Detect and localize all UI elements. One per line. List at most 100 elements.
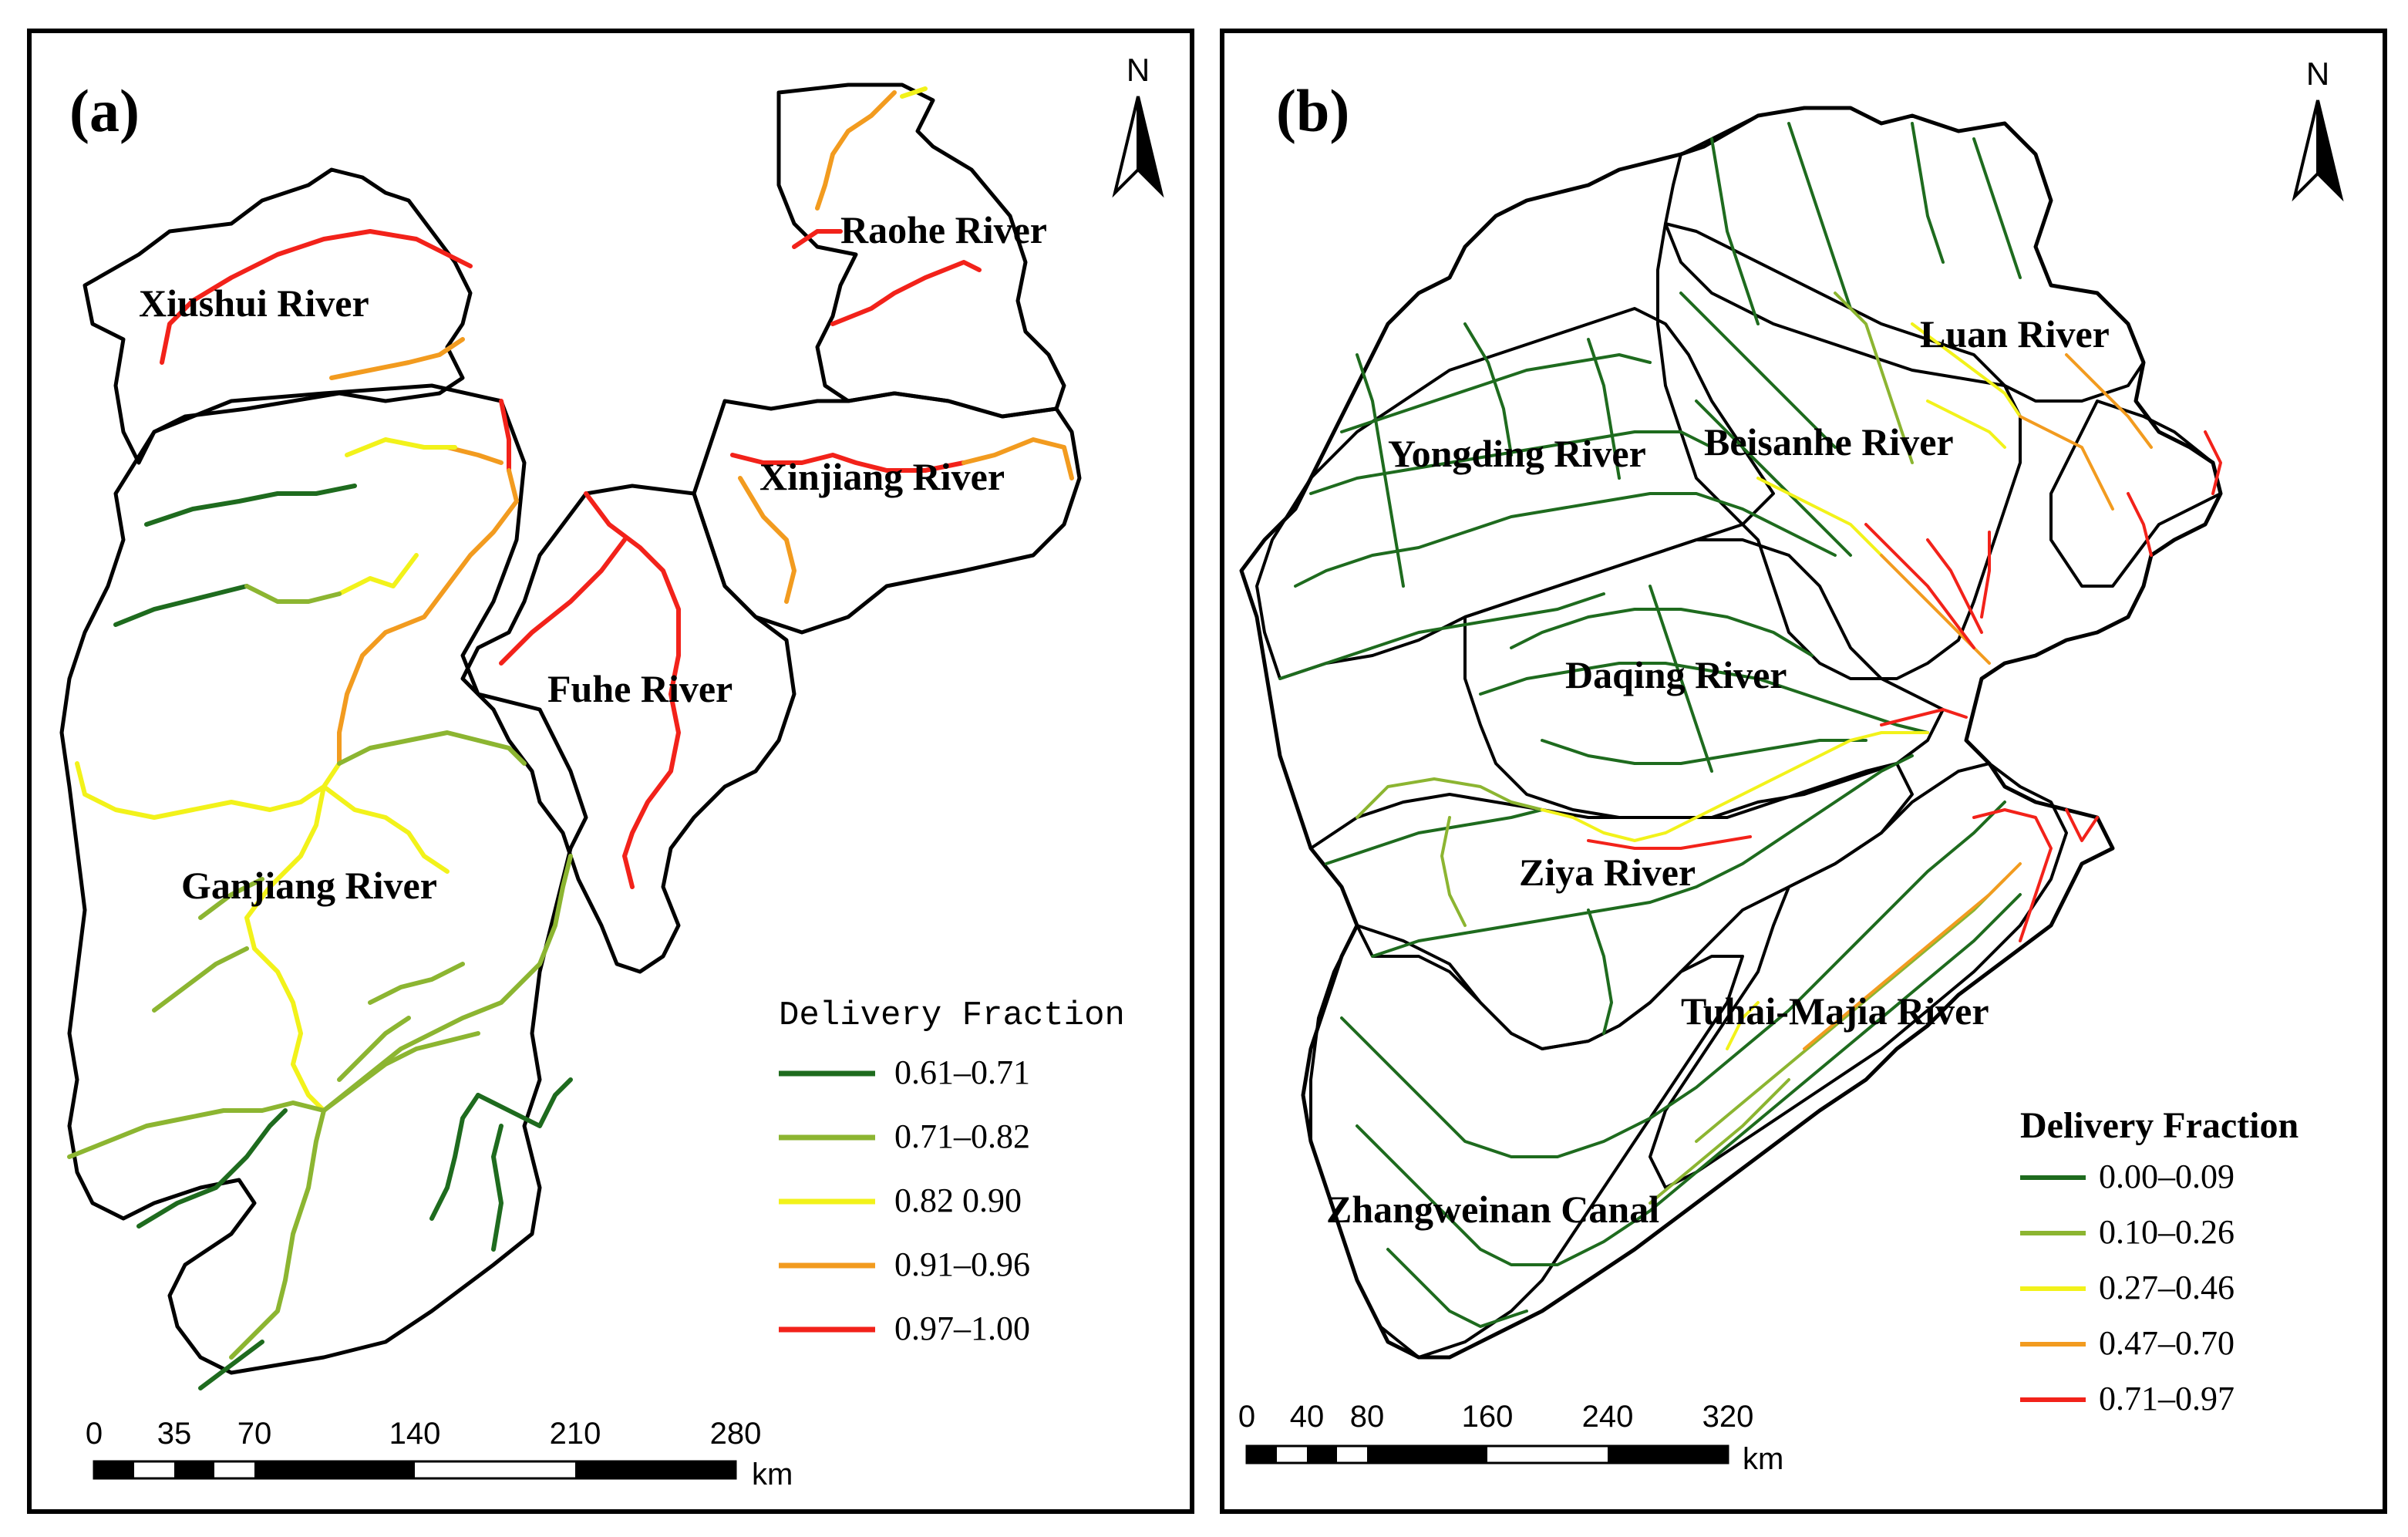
panel-b-legend: Delivery Fraction 0.00–0.09 0.10–0.26 0.… (2020, 1105, 2299, 1417)
scale-a-tick: 35 (157, 1417, 192, 1451)
north-arrow-icon (1112, 96, 1140, 198)
ganjiang-south-green-1 (429, 1093, 480, 1221)
label-zhangweinan-canal: Zhangweinan Canal (1326, 1188, 1659, 1231)
beisanhe-trib-1 (1679, 292, 1837, 449)
ganjiang-south-green-3 (491, 1124, 503, 1252)
zhangweinan-main (1340, 801, 2006, 1158)
yongding-west-trib (1356, 353, 1405, 588)
ganjiang-north-trib-2 (113, 584, 249, 627)
scale-b-segment (1367, 1446, 1487, 1463)
scale-b-tick: 80 (1350, 1400, 1385, 1434)
zhangweinan-south (1386, 1248, 1528, 1328)
panel-b-scale-bar: 0 40 80 160 240 320 km (1238, 1400, 1783, 1476)
scale-b-tick: 40 (1290, 1400, 1325, 1434)
ganjiang-yellow-trib-1 (345, 437, 457, 457)
tuhai-red-2 (2065, 808, 2099, 842)
panel-b: (b) (1220, 29, 2387, 1514)
xiushui-main-reach (160, 229, 473, 365)
panel-a-label: (a) (69, 77, 140, 144)
ganjiang-east-trib (445, 445, 503, 465)
panel-a: (a) (27, 29, 1194, 1514)
label-ziya-river: Ziya River (1519, 851, 1696, 894)
ganjiang-south-green-2 (476, 1077, 573, 1128)
luan-orange-1 (2019, 415, 2114, 511)
legend-a-item: 0.91–0.96 (779, 1245, 1030, 1283)
legend-a-item: 0.71–0.82 (779, 1117, 1030, 1155)
scale-a-tick: 70 (237, 1417, 272, 1451)
legend-a-label: 0.97–1.00 (894, 1309, 1030, 1347)
ganjiang-east-green (337, 730, 527, 766)
scale-a-tick: 140 (389, 1417, 441, 1451)
legend-a-item: 0.97–1.00 (779, 1309, 1030, 1347)
legend-a-item: 0.82 0.90 (779, 1181, 1022, 1219)
scale-a-segment (254, 1461, 415, 1478)
legend-a-label: 0.61–0.71 (894, 1053, 1030, 1091)
coastal-red-2 (2127, 492, 2153, 557)
tuhai-lightgreen-2 (1649, 1078, 1790, 1205)
panel-a-river-labels: Xiushui River Raohe River Xinjiang River… (139, 208, 1047, 907)
tuhai-orange (1803, 862, 2022, 1050)
beisanhe-orange (1880, 554, 1991, 665)
xinjiang-south-reach (738, 476, 796, 604)
legend-b-item: 0.47–0.70 (2020, 1324, 2235, 1362)
scale-b-tick: 240 (1582, 1400, 1634, 1434)
scale-b-tick: 160 (1462, 1400, 1514, 1434)
haihe-basin-outline (1239, 106, 2223, 1360)
label-fuhe-river: Fuhe River (547, 667, 733, 710)
luan-orange-2 (2065, 353, 2153, 449)
legend-b-title: Delivery Fraction (2020, 1105, 2299, 1146)
yongding-east-trib (1587, 338, 1621, 480)
legend-b-label: 0.71–0.97 (2099, 1380, 2235, 1417)
tuhai-yellow (1726, 1001, 1760, 1050)
beisanhe-red-3 (1980, 531, 1991, 619)
yongding-mid-trib (1309, 430, 1713, 495)
luan-yellow-reach (1911, 322, 2022, 418)
yongding-lower-trib (1278, 592, 1605, 680)
scale-b-unit: km (1743, 1442, 1783, 1476)
beisanhe-lightgreen (1834, 292, 1914, 464)
label-xiushui-river: Xiushui River (139, 281, 369, 325)
ganjiang-west-trib-1 (198, 877, 264, 920)
luan-upper-trib-3 (1911, 122, 1945, 264)
legend-b-item: 0.00–0.09 (2020, 1158, 2235, 1195)
raohe-lower-reach (792, 229, 843, 249)
legend-b-label: 0.47–0.70 (2099, 1324, 2235, 1362)
tuhai-majia-subbasin (1649, 762, 2068, 1189)
beisanhe-yellow-2 (1926, 399, 2006, 449)
raohe-head-reach (900, 86, 928, 99)
ziya-west-lightgreen (1440, 816, 1467, 927)
label-daqing-river: Daqing River (1565, 653, 1787, 696)
ganjiang-upper-reach (337, 468, 519, 766)
luan-upper-trib-1 (1710, 137, 1760, 325)
scale-a-segment (575, 1461, 736, 1478)
legend-a-label: 0.91–0.96 (894, 1245, 1030, 1283)
ganjiang-lower-west (67, 1101, 326, 1159)
yongding-north-trib (1340, 353, 1652, 433)
north-arrow-icon (2292, 99, 2319, 202)
daqing-loop-2 (1541, 739, 1867, 765)
scale-a-tick: 210 (550, 1417, 601, 1451)
fuhe-west-branch (499, 538, 627, 666)
legend-b-item: 0.71–0.97 (2020, 1380, 2235, 1417)
xinjiang-east-reach (962, 437, 1074, 480)
beisanhe-subbasin (1656, 222, 2022, 680)
panel-b-north-arrow: N (2292, 56, 2344, 202)
beisanhe-yellow-1 (1756, 477, 1883, 557)
north-arrow-shaded-icon (2316, 99, 2344, 202)
panel-b-frame (1220, 29, 2387, 1514)
scale-b-segment (1307, 1446, 1337, 1463)
panel-a-basins (59, 83, 1082, 1375)
beisanhe-red-1 (1864, 523, 1975, 649)
scale-a-tick: 0 (86, 1417, 103, 1451)
label-yongding-river: Yongding River (1388, 432, 1646, 475)
raohe-branch (830, 260, 982, 326)
raohe-upper-reach (815, 90, 897, 211)
luan-upper-trib-2 (1787, 122, 1852, 310)
legend-a-title: Delivery Fraction (779, 996, 1125, 1035)
zhangweinan-lower (1356, 893, 2022, 1266)
label-xinjiang-river: Xinjiang River (759, 455, 1005, 498)
scale-b-tick: 0 (1238, 1400, 1255, 1434)
ziya-inner-trib (1587, 908, 1613, 1035)
daqing-inner (1649, 585, 1713, 773)
ganjiang-trunk-south (244, 784, 326, 1113)
